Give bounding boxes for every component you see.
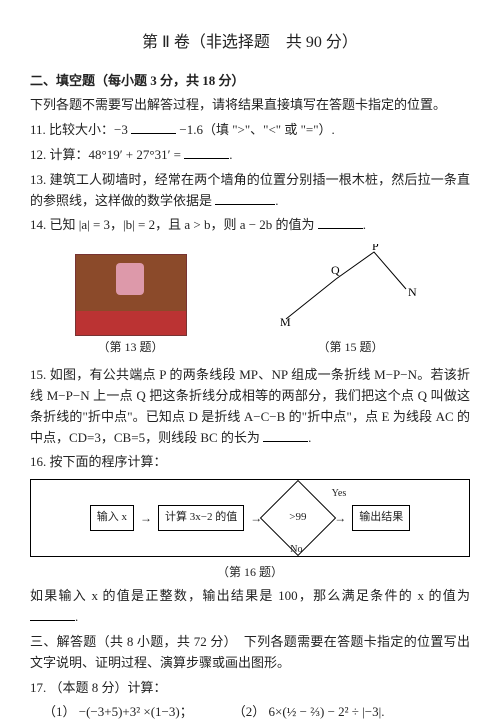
fig15-N: N	[408, 285, 417, 299]
q14-num: 14.	[30, 217, 46, 232]
q17-parts: （1） −(−3+5)+3² ×(1−3)； （2） 6×(½ − ⅔) − 2…	[43, 702, 470, 723]
flow-output: 输出结果	[352, 505, 410, 531]
q17-p2: （2） 6×(½ − ⅔) − 2² ÷ |−3|.	[233, 702, 385, 723]
q15-blank[interactable]	[263, 428, 308, 442]
q17-p1: （1） −(−3+5)+3² ×(1−3)；	[43, 702, 193, 723]
q12-blank[interactable]	[184, 145, 229, 159]
q12-num: 12.	[30, 147, 46, 162]
fig15-svg: M Q P N	[276, 244, 426, 329]
fig15-Q: Q	[331, 263, 340, 277]
q16-text-a: 按下面的程序计算：	[50, 454, 167, 469]
flowchart: 输入 x → 计算 3x−2 的值 → >99 Yes No → 输出结果	[30, 479, 470, 557]
q12: 12. 计算：48°19′ + 27°31′ = .	[30, 145, 470, 166]
q12-text: 计算：48°19′ + 27°31′ =	[50, 147, 182, 162]
fig15-P: P	[372, 244, 379, 253]
section-fill-note: 下列各题不需要写出解答过程，请将结果直接填写在答题卡指定的位置。	[30, 95, 470, 116]
q15: 15. 如图，有公共端点 P 的两条线段 MP、NP 组成一条折线 M−P−N。…	[30, 365, 470, 448]
arrow-icon: →	[140, 509, 152, 528]
q11-num: 11.	[30, 122, 46, 137]
q13-blank[interactable]	[215, 191, 275, 205]
q11-text-a: 比较大小：−3	[49, 122, 128, 137]
q16-num: 16.	[30, 454, 46, 469]
page-title: 第 Ⅱ 卷（非选择题 共 90 分）	[30, 30, 470, 56]
q13: 13. 建筑工人砌墙时，经常在两个墙角的位置分别插一根木桩，然后拉一条直的参照线…	[30, 170, 470, 212]
q16a: 16. 按下面的程序计算：	[30, 452, 470, 473]
q16-blank[interactable]	[30, 607, 75, 621]
q16-text-b: 如果输入 x 的值是正整数，输出结果是 100，那么满足条件的 x 的值为	[30, 588, 470, 603]
fig16-caption: （第 16 题）	[30, 563, 470, 582]
q11-text-b: −1.6（填 ">"、"<" 或 "="）.	[179, 122, 334, 137]
q15-num: 15.	[30, 367, 46, 382]
section-fill-head: 二、填空题（每小题 3 分，共 18 分）	[30, 71, 470, 92]
q13-num: 13.	[30, 172, 46, 187]
q14-text: 已知 |a| = 3，|b| = 2，且 a > b，则 a − 2b 的值为	[50, 217, 315, 232]
q15-text: 如图，有公共端点 P 的两条线段 MP、NP 组成一条折线 M−P−N。若该折线…	[30, 367, 470, 444]
fig15: M Q P N （第 15 题）	[276, 244, 426, 357]
fig15-caption: （第 15 题）	[276, 338, 426, 357]
flow-yes: Yes	[332, 486, 347, 502]
q11-blank[interactable]	[131, 120, 176, 134]
q17-head: （本题 8 分）计算：	[50, 680, 167, 695]
figure-row: （第 13 题） M Q P N （第 15 题）	[30, 244, 470, 357]
q14: 14. 已知 |a| = 3，|b| = 2，且 a > b，则 a − 2b …	[30, 215, 470, 236]
q16b: 如果输入 x 的值是正整数，输出结果是 100，那么满足条件的 x 的值为 .	[30, 586, 470, 628]
flow-calc: 计算 3x−2 的值	[158, 505, 244, 531]
flow-no: No	[290, 542, 302, 558]
q11: 11. 比较大小：−3 −1.6（填 ">"、"<" 或 "="）.	[30, 120, 470, 141]
section-answer-head: 三、解答题（共 8 小题，共 72 分） 下列各题需要在答题卡指定的位置写出文字…	[30, 632, 470, 674]
q14-blank[interactable]	[318, 215, 363, 229]
flow-cond-wrap: >99 Yes No	[268, 488, 328, 548]
flow-input: 输入 x	[90, 505, 134, 531]
q17: 17. （本题 8 分）计算：	[30, 678, 470, 699]
fig13-image	[75, 254, 187, 336]
fig15-M: M	[280, 315, 291, 329]
q17-num: 17.	[30, 680, 46, 695]
fig13: （第 13 题）	[75, 254, 187, 357]
fig13-caption: （第 13 题）	[75, 338, 187, 357]
